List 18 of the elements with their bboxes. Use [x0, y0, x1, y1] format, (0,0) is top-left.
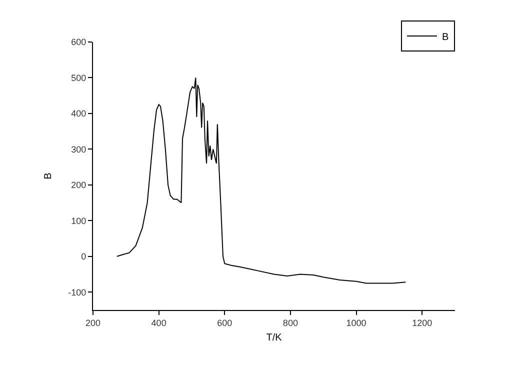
x-tick-label: 1200	[412, 318, 432, 328]
legend-label: B	[442, 32, 449, 43]
line-series	[116, 77, 406, 284]
x-tick-label: 800	[282, 318, 298, 328]
y-tick-label: 0	[81, 252, 86, 262]
y-axis-title: B	[43, 172, 54, 180]
x-tick-label: 1000	[346, 318, 366, 328]
y-tick-label: 600	[71, 37, 86, 48]
x-axis-title: T/K	[266, 332, 282, 344]
y-tick-label: 300	[71, 144, 86, 154]
y-tick-label: 400	[71, 108, 86, 119]
y-tick-label: -100	[68, 287, 86, 298]
x-tick-label: 400	[151, 318, 166, 328]
y-tick-label: 200	[71, 180, 86, 190]
x-tick-label: 200	[85, 318, 101, 328]
x-tick-label: 600	[217, 318, 232, 328]
y-tick-label: 500	[71, 72, 86, 83]
y-tick-label: 100	[71, 216, 86, 226]
